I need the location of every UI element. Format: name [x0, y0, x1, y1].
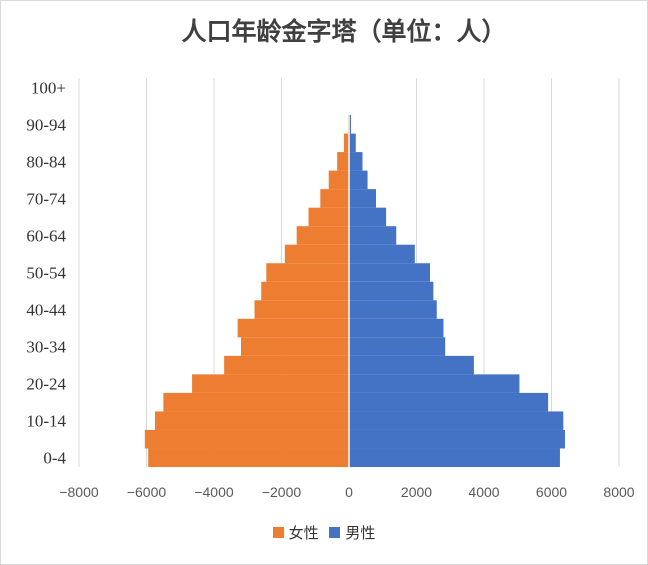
bar-male [349, 300, 437, 319]
x-tick-label: 4000 [468, 484, 499, 500]
bar-male [349, 226, 397, 245]
y-tick-label: 20-24 [26, 375, 66, 394]
legend-item-female: 女性 [272, 522, 319, 543]
x-tick-label: −6000 [127, 484, 167, 500]
bar-female [237, 318, 349, 338]
y-tick-label: 70-74 [26, 189, 66, 208]
bar-female [337, 152, 349, 171]
bar-female [296, 226, 349, 245]
bar-male [349, 429, 565, 449]
bar-female [266, 263, 349, 282]
y-tick-label: 100+ [31, 78, 66, 97]
y-tick-label: 40-44 [26, 301, 66, 320]
x-tick-label: −8000 [59, 484, 99, 500]
bar-female [328, 170, 349, 190]
bar-male [349, 392, 549, 412]
legend: 女性 男性 [0, 522, 648, 543]
bar-male [349, 170, 368, 190]
bar-female [320, 189, 349, 208]
bar-male [349, 189, 376, 208]
x-tick-label: 6000 [536, 484, 567, 500]
y-tick-label: 90-94 [26, 115, 66, 134]
y-tick-label: 10-14 [26, 412, 66, 431]
x-tick-label: 8000 [603, 484, 634, 500]
x-tick-label: −4000 [194, 484, 234, 500]
y-tick-label: 50-54 [26, 264, 66, 283]
bar-female [154, 411, 349, 430]
bar-female [192, 374, 349, 393]
bar-female [254, 300, 349, 319]
legend-swatch-male [329, 527, 341, 538]
bar-male [349, 263, 430, 282]
bar-male [349, 337, 446, 356]
bar-female [241, 337, 349, 356]
bar-male [349, 152, 363, 171]
bar-male [349, 244, 415, 264]
bar-female [308, 207, 349, 227]
legend-label-male: 男性 [345, 524, 376, 542]
y-tick-label: 60-64 [26, 226, 66, 245]
legend-item-male: 男性 [329, 522, 375, 543]
bar-male [349, 448, 560, 467]
bar-male [349, 318, 444, 338]
x-tick-label: 0 [345, 484, 353, 500]
y-tick-label: 30-34 [26, 338, 66, 357]
bar-female [261, 281, 349, 301]
bar-male [349, 355, 474, 375]
bar-female [144, 429, 349, 449]
y-tick-label: 0-4 [43, 449, 66, 468]
bar-male [349, 133, 356, 153]
chart-title: 人口年龄金字塔（单位：人） [181, 17, 507, 46]
bar-female [284, 244, 349, 264]
bar-male [349, 374, 520, 393]
bar-male [349, 281, 434, 301]
bar-female [343, 133, 349, 153]
legend-swatch-female [272, 527, 284, 538]
bar-male [349, 411, 564, 430]
bar-female [148, 448, 349, 467]
bar-female [224, 355, 349, 375]
bar-male [349, 207, 387, 227]
bar-male [349, 115, 352, 134]
legend-label-female: 女性 [288, 524, 319, 542]
y-tick-label: 80-84 [26, 152, 66, 171]
bar-female [163, 392, 349, 412]
x-tick-label: 2000 [401, 484, 432, 500]
x-tick-label: −2000 [262, 484, 302, 500]
